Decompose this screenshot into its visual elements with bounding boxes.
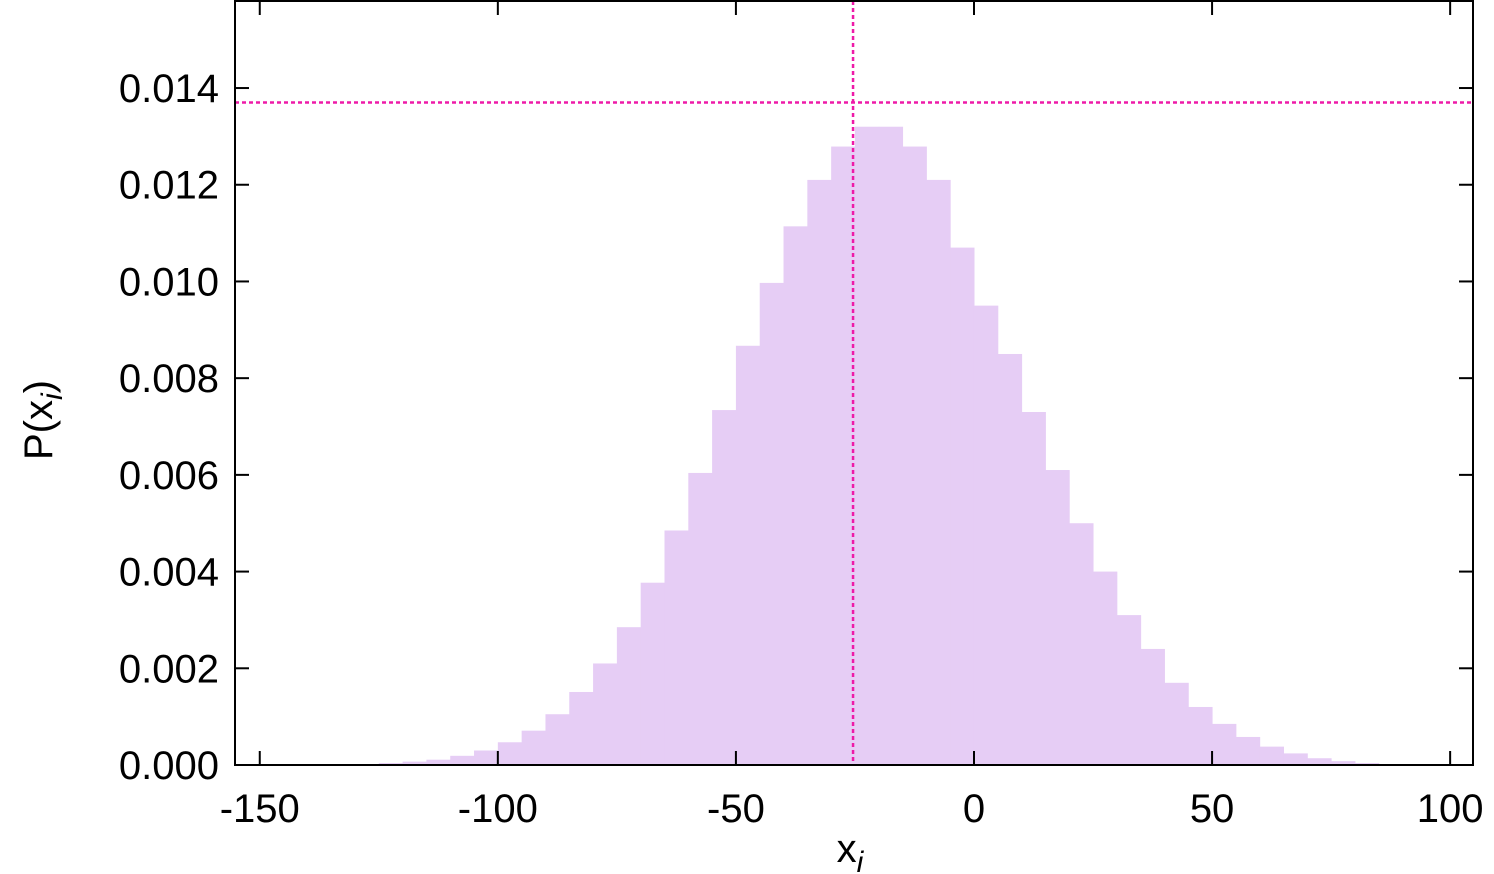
- bar: [1283, 753, 1308, 765]
- bar: [807, 179, 832, 766]
- bar: [1331, 761, 1356, 765]
- bar: [402, 761, 427, 765]
- bar: [735, 345, 761, 765]
- y-tick-label: 0.014: [119, 67, 219, 111]
- bar: [1164, 682, 1189, 765]
- bar: [950, 247, 975, 765]
- x-tick-label: -50: [707, 787, 765, 831]
- bar: [1212, 723, 1237, 765]
- x-axis-label: xi: [837, 827, 865, 874]
- y-tick-label: 0.012: [119, 164, 219, 208]
- bar: [854, 126, 880, 766]
- x-tick-label: -100: [458, 787, 538, 831]
- y-tick-label: 0.000: [119, 744, 219, 788]
- bar: [688, 472, 713, 765]
- bar: [926, 179, 951, 766]
- bar: [1188, 706, 1213, 765]
- y-label-end: ): [17, 380, 61, 393]
- bar: [759, 282, 785, 765]
- y-label-main: P(x: [17, 400, 61, 460]
- x-label-main: x: [837, 827, 857, 871]
- bar: [474, 750, 499, 765]
- x-tick-label: 50: [1190, 787, 1235, 831]
- bar: [1259, 746, 1284, 765]
- bar: [783, 226, 808, 765]
- bar: [497, 742, 523, 765]
- y-tick-label: 0.004: [119, 551, 219, 595]
- bar: [1069, 523, 1094, 765]
- x-label-sub: i: [857, 846, 865, 874]
- bar: [426, 759, 451, 765]
- x-tick-label: -150: [220, 787, 300, 831]
- y-tick-label: 0.006: [119, 454, 219, 498]
- y-tick-label: 0.010: [119, 260, 219, 304]
- y-tick-label: 0.008: [119, 357, 219, 401]
- y-tick-label: 0.002: [119, 647, 219, 691]
- bar: [593, 663, 618, 765]
- bar: [545, 714, 570, 765]
- bar: [997, 353, 1023, 765]
- bar: [902, 146, 927, 766]
- bar: [712, 410, 737, 765]
- bar: [1307, 758, 1332, 765]
- y-label-sub: i: [36, 392, 69, 400]
- bar: [521, 730, 546, 765]
- bar: [973, 305, 999, 765]
- bar: [569, 691, 594, 765]
- x-tick-label: 100: [1417, 787, 1484, 831]
- bar: [640, 582, 665, 765]
- bar: [1116, 615, 1142, 765]
- x-tick-label: 0: [963, 787, 985, 831]
- bar: [664, 530, 689, 765]
- bar: [1021, 412, 1046, 765]
- plot-frame: [234, 0, 1474, 766]
- bar: [1140, 648, 1165, 765]
- bar: [878, 126, 904, 766]
- bar: [616, 627, 642, 765]
- bar: [831, 146, 856, 766]
- bar: [1235, 736, 1261, 765]
- y-axis-label: P(xi): [17, 380, 69, 460]
- bar: [1045, 470, 1070, 765]
- bar: [1093, 571, 1118, 765]
- bar: [450, 755, 475, 765]
